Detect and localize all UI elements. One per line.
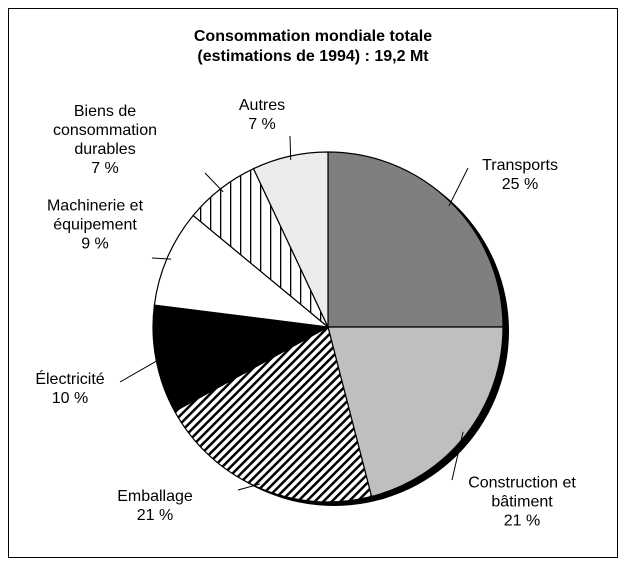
- category-label: Autres: [238, 97, 286, 114]
- category-label: Construction et bâtiment: [468, 474, 576, 511]
- pie-slice: [152, 304, 330, 413]
- category-label: Transports: [482, 157, 558, 174]
- slice-label: Emballage 21 %: [90, 487, 220, 525]
- pie-slice: [327, 326, 504, 498]
- leader-line: [151, 257, 172, 260]
- pie-slice: [173, 326, 373, 503]
- leader-line: [448, 167, 469, 207]
- leader-line: [204, 172, 224, 193]
- category-label: Électricité: [35, 371, 105, 388]
- slice-label: Biens de consommation durables 7 %: [35, 102, 175, 178]
- chart-title: Consommation mondiale totale: [193, 28, 433, 45]
- category-label: Emballage: [117, 488, 193, 505]
- slice-label: Autres 7 %: [212, 96, 312, 134]
- slice-label: Machinerie et équipement 9 %: [25, 197, 165, 254]
- pie-slice: [153, 214, 330, 328]
- value-label: 10 %: [51, 390, 89, 407]
- value-label: 25 %: [501, 176, 539, 193]
- chart-subtitle: (estimations de 1994) : 19,2 Mt: [197, 48, 429, 65]
- value-label: 21 %: [136, 507, 174, 524]
- frame: [8, 8, 618, 558]
- slice-label: Transports 25 %: [455, 156, 585, 194]
- leader-line: [237, 483, 261, 491]
- category-label: Biens de consommation durables: [52, 103, 158, 158]
- leader-line: [119, 358, 161, 383]
- value-label: 9 %: [81, 235, 109, 253]
- pie-slice: [327, 151, 504, 328]
- pie-slice: [252, 151, 329, 328]
- slice-label: Construction et bâtiment 21 %: [447, 474, 597, 531]
- value-label: 21 %: [503, 512, 541, 530]
- slice-label: Électricité 10 %: [10, 370, 130, 408]
- value-label: 7 %: [91, 160, 119, 177]
- leader-line: [289, 135, 292, 161]
- leader-line: [451, 431, 464, 481]
- value-label: 7 %: [248, 116, 276, 133]
- category-label: Machinerie et équipement: [46, 197, 144, 234]
